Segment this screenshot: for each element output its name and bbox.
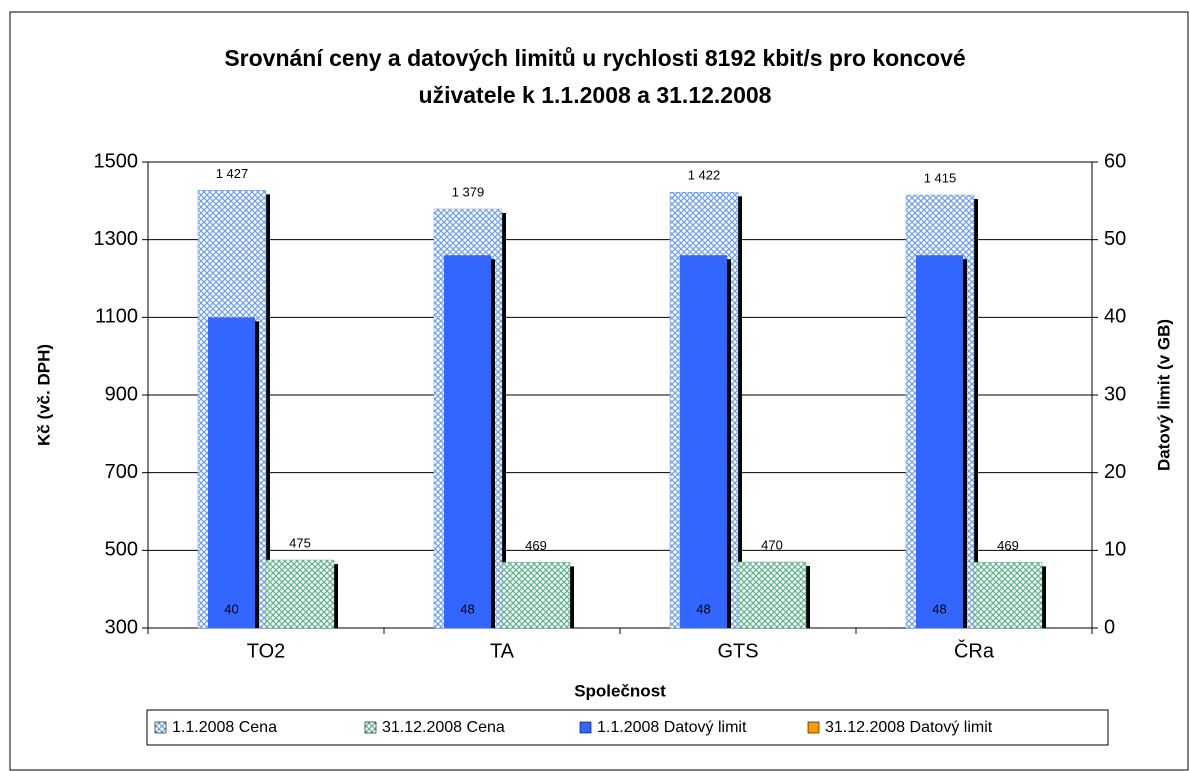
bar-shadow	[502, 212, 506, 628]
y-tick-label: 1300	[94, 228, 139, 250]
y-tick-label: 900	[105, 383, 138, 405]
x-tick-label: TA	[490, 640, 515, 662]
x-tick-label: GTS	[717, 640, 758, 662]
bar	[444, 255, 491, 628]
bar-shadow	[491, 259, 495, 628]
y-tick-label: 1500	[94, 150, 139, 172]
y-tick-label: 300	[105, 616, 138, 638]
value-label: 1 379	[452, 184, 485, 199]
bar-shadow	[806, 565, 810, 628]
value-label: 1 415	[924, 170, 957, 185]
chart-title: Srovnání ceny a datových limitů u rychlo…	[224, 45, 966, 108]
value-label: 40	[224, 601, 238, 616]
value-label: 475	[289, 535, 311, 550]
y2-tick-label: 20	[1104, 461, 1126, 483]
legend-swatch	[364, 721, 377, 734]
legend-label: 1.1.2008 Cena	[172, 719, 277, 736]
bar	[973, 562, 1043, 629]
y-tick-label: 1100	[95, 306, 138, 328]
x-tick-label: TO2	[247, 640, 286, 662]
bar-shadow	[1042, 566, 1046, 628]
legend-box	[146, 709, 1109, 746]
chart-frame	[9, 11, 1189, 771]
bar	[265, 559, 335, 629]
legend-label: 31.12.2008 Datový limit	[825, 719, 993, 736]
value-label: 48	[460, 601, 474, 616]
value-label: 48	[696, 601, 710, 616]
y-tick-label: 700	[105, 461, 138, 483]
bar-shadow	[334, 564, 338, 628]
y2-tick-label: 60	[1104, 150, 1126, 172]
bar	[737, 561, 807, 629]
x-axis-title: Společnost	[574, 681, 666, 700]
bar-shadow	[963, 259, 967, 628]
value-label: 1 422	[688, 168, 721, 183]
y-tick-label: 500	[105, 539, 138, 561]
y2-tick-label: 0	[1104, 616, 1115, 638]
bar	[208, 317, 255, 628]
bar	[501, 562, 571, 629]
legend-label: 1.1.2008 Datový limit	[597, 719, 747, 736]
value-label: 469	[997, 538, 1019, 553]
y2-tick-label: 50	[1104, 228, 1126, 250]
y2-tick-label: 40	[1104, 306, 1126, 328]
y2-axis-title: Datový limit (v GB)	[1154, 319, 1173, 471]
bar-shadow	[570, 566, 574, 628]
value-label: 469	[525, 538, 547, 553]
legend-label: 31.12.2008 Cena	[382, 719, 505, 736]
value-label: 470	[761, 537, 783, 552]
value-label: 48	[932, 601, 946, 616]
x-tick-label: ČRa	[954, 639, 995, 662]
legend-swatch	[154, 721, 167, 734]
bar-shadow	[727, 259, 731, 628]
legend-swatch	[807, 721, 820, 734]
bar-shadow	[974, 199, 978, 628]
bar-shadow	[255, 321, 259, 628]
value-label: 1 427	[216, 166, 249, 181]
y-axis-title: Kč (vč. DPH)	[34, 344, 53, 446]
bar	[680, 255, 727, 628]
y2-tick-label: 30	[1104, 383, 1126, 405]
bar-shadow	[266, 194, 270, 628]
bar	[916, 255, 963, 628]
legend-swatch	[579, 721, 592, 734]
bar-shadow	[738, 196, 742, 629]
y2-tick-label: 10	[1104, 539, 1126, 561]
